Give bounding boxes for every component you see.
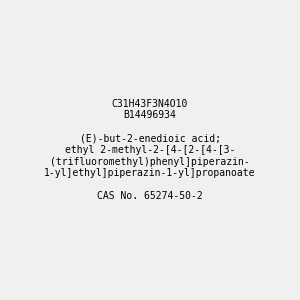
Text: C31H43F3N4O10
B14496934

(E)-but-2-enedioic acid;
ethyl 2-methyl-2-[4-[2-[4-[3-
: C31H43F3N4O10 B14496934 (E)-but-2-enedio… <box>44 99 256 201</box>
